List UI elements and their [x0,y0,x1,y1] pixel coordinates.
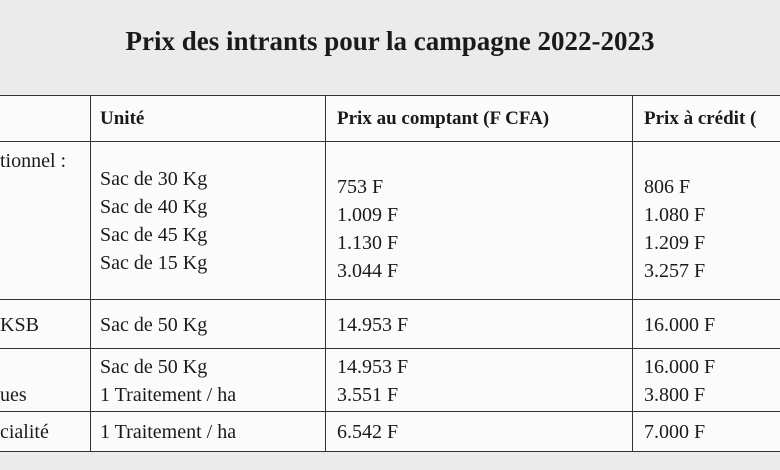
cash-cell: 6.542 F [337,421,399,443]
title: Prix des intrants pour la campagne 2022-… [125,26,655,56]
credit-cell: 3.800 F [644,383,706,406]
unit-cell: Sac de 50 Kg [100,313,208,336]
cash-cell: 1.130 F [337,232,399,254]
cash-cell: 14.953 F [337,355,409,378]
row-line [0,348,780,349]
cash-cell: 753 F [337,176,384,198]
cash-cell: 14.953 F [337,313,409,336]
credit-cell: 7.000 F [644,421,706,443]
unit-cell: Sac de 45 Kg [100,224,208,246]
col-line [632,96,633,451]
credit-cell: 806 F [644,176,691,198]
credit-cell: 16.000 F [644,313,716,336]
cash-cell: 3.044 F [337,260,399,282]
credit-cell: 16.000 F [644,355,716,378]
row-label: cialité [0,421,49,443]
header-cell: Prix au comptant (F CFA) [337,108,550,129]
row-line [0,299,780,300]
credit-cell: 1.080 F [644,204,706,226]
unit-cell: Sac de 40 Kg [100,196,208,218]
col-line [90,96,91,451]
unit-cell: Sac de 30 Kg [100,168,208,190]
row-line [0,411,780,412]
unit-cell: Sac de 50 Kg [100,355,208,378]
row-label: KSB [0,313,39,336]
unit-cell: Sac de 15 Kg [100,252,208,274]
row-label: tionnel : [0,150,67,172]
cash-cell: 3.551 F [337,383,399,406]
credit-cell: 1.209 F [644,232,706,254]
unit-cell: 1 Traitement / ha [100,383,237,406]
header-cell: Unité [100,108,145,129]
credit-cell: 3.257 F [644,260,706,282]
unit-cell: 1 Traitement / ha [100,421,237,443]
cash-cell: 1.009 F [337,204,399,226]
table: Unité Prix au comptant (F CFA) Prix à créd… [0,95,780,452]
col-line [325,96,326,451]
row-label: ues [0,383,27,406]
header-cell: Prix à crédit ( [644,108,757,129]
row-line [0,141,780,142]
